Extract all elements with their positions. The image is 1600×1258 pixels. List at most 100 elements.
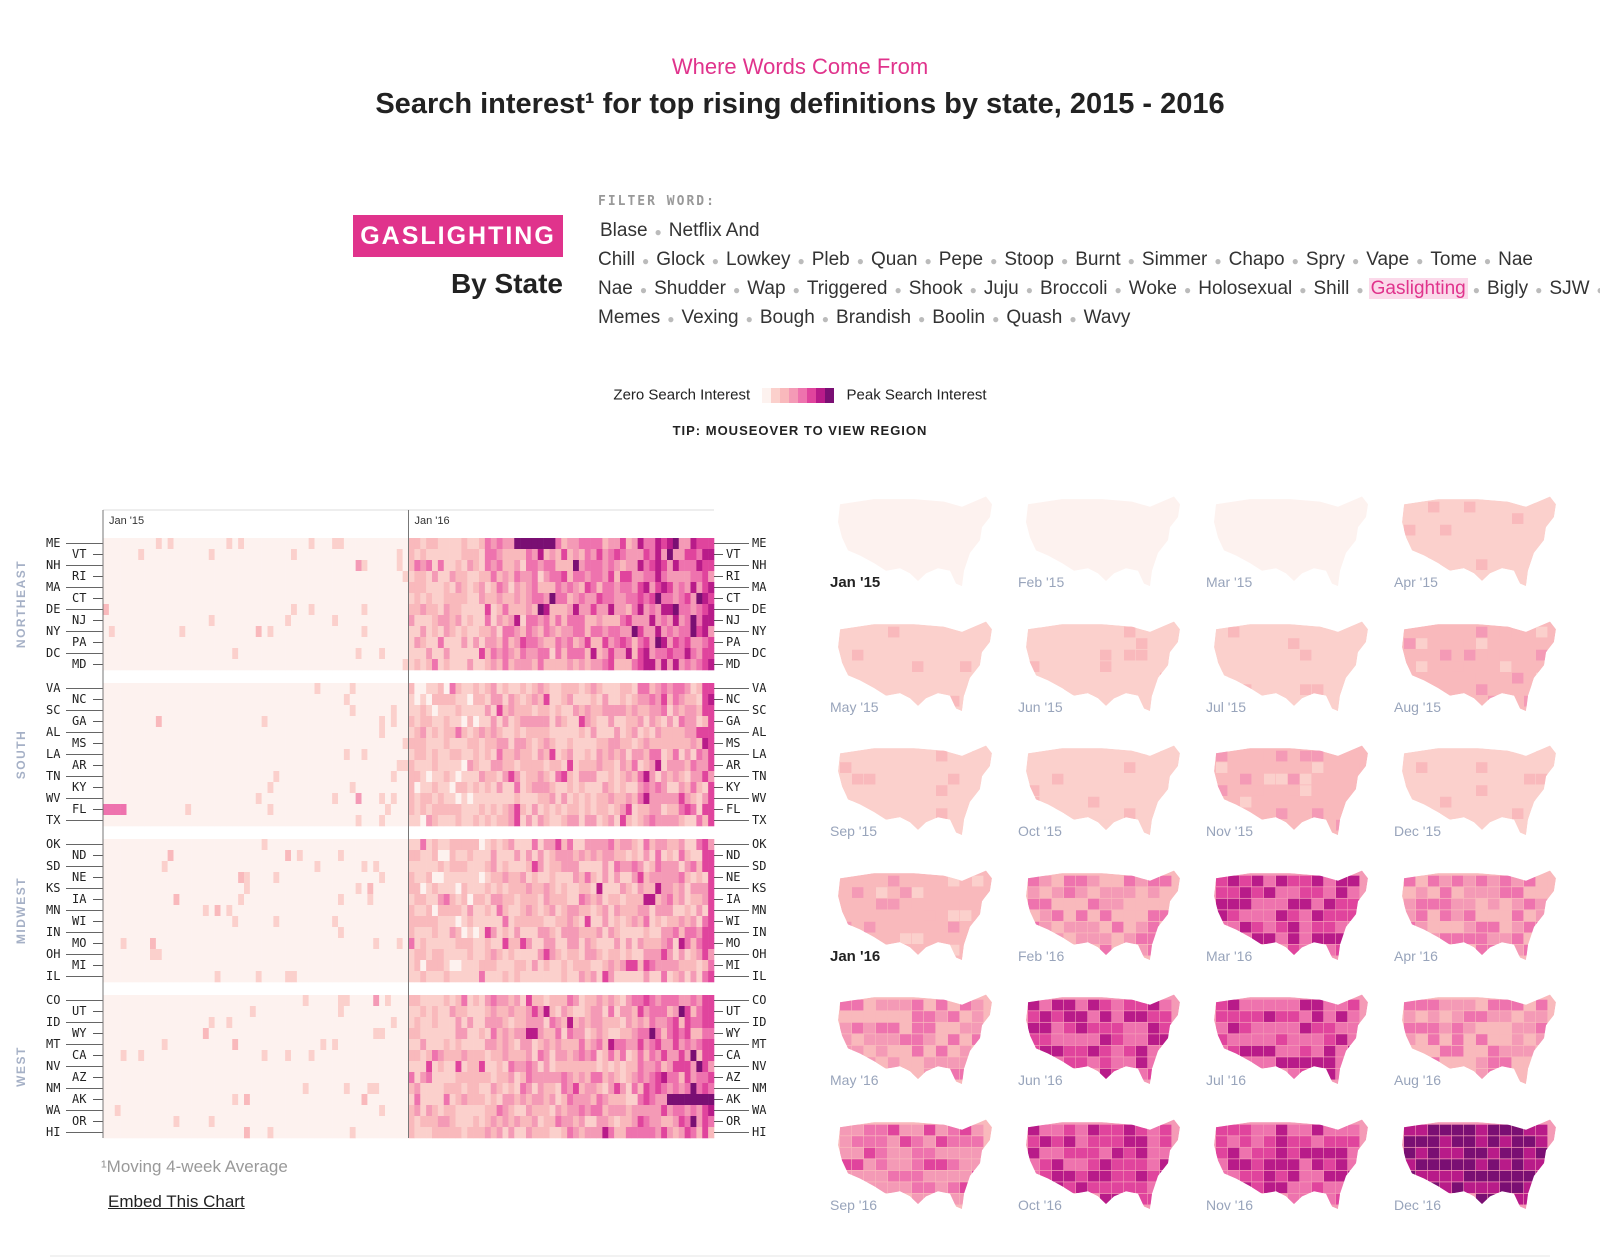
heat-cell[interactable] — [296, 648, 304, 660]
heat-cell[interactable] — [537, 839, 544, 851]
heat-cell[interactable] — [326, 659, 333, 671]
heat-cell[interactable] — [343, 839, 351, 851]
heat-cell[interactable] — [155, 538, 163, 550]
heat-cell[interactable] — [408, 804, 415, 816]
heat-cell[interactable] — [103, 771, 110, 783]
heat-cell[interactable] — [520, 1061, 527, 1073]
heat-cell[interactable] — [661, 538, 668, 550]
heat-cell[interactable] — [296, 1006, 304, 1018]
heat-cell[interactable] — [302, 771, 309, 783]
heat-cell[interactable] — [672, 938, 680, 950]
heat-cell[interactable] — [414, 571, 421, 583]
heat-cell[interactable] — [373, 960, 380, 972]
heat-cell[interactable] — [649, 560, 656, 572]
heat-cell[interactable] — [361, 1017, 368, 1029]
heat-cell[interactable] — [132, 1017, 139, 1029]
heat-cell[interactable] — [573, 615, 580, 627]
heat-cell[interactable] — [197, 894, 204, 906]
heat-cell[interactable] — [408, 793, 415, 805]
heat-cell[interactable] — [408, 1061, 415, 1073]
heat-cell[interactable] — [432, 916, 439, 928]
heat-cell[interactable] — [232, 593, 239, 605]
heat-cell[interactable] — [543, 872, 550, 884]
heat-cell[interactable] — [620, 815, 627, 827]
heat-cell[interactable] — [185, 560, 192, 572]
heat-cell[interactable] — [138, 1061, 145, 1073]
heat-cell[interactable] — [202, 760, 210, 772]
heat-cell[interactable] — [238, 960, 245, 972]
heat-cell[interactable] — [637, 1028, 644, 1040]
heat-cell[interactable] — [373, 949, 380, 961]
heat-cell[interactable] — [349, 738, 356, 750]
heat-cell[interactable] — [214, 694, 221, 706]
heat-cell[interactable] — [314, 749, 321, 761]
heat-cell[interactable] — [614, 960, 621, 972]
heat-cell[interactable] — [103, 760, 110, 772]
heat-cell[interactable] — [590, 949, 597, 961]
heat-cell[interactable] — [202, 593, 210, 605]
heat-cell[interactable] — [537, 716, 544, 728]
heat-cell[interactable] — [584, 683, 591, 695]
heat-cell[interactable] — [408, 839, 415, 851]
heat-cell[interactable] — [461, 582, 468, 594]
heat-cell[interactable] — [285, 694, 292, 706]
heat-cell[interactable] — [661, 560, 668, 572]
heat-cell[interactable] — [661, 1017, 668, 1029]
heat-cell[interactable] — [349, 861, 356, 873]
heat-cell[interactable] — [496, 995, 503, 1007]
heat-cell[interactable] — [302, 782, 309, 794]
heat-cell[interactable] — [608, 872, 615, 884]
heat-cell[interactable] — [549, 549, 556, 561]
heat-cell[interactable] — [349, 749, 356, 761]
heat-cell[interactable] — [684, 771, 691, 783]
filter-word[interactable]: Gaslighting — [1368, 278, 1468, 299]
heat-cell[interactable] — [426, 604, 433, 616]
heat-cell[interactable] — [279, 949, 286, 961]
heat-cell[interactable] — [114, 560, 121, 572]
heat-cell[interactable] — [625, 571, 633, 583]
heat-cell[interactable] — [191, 683, 198, 695]
heat-cell[interactable] — [220, 648, 227, 660]
heat-cell[interactable] — [561, 705, 568, 717]
heat-cell[interactable] — [314, 1006, 321, 1018]
heat-cell[interactable] — [655, 839, 662, 851]
heat-cell[interactable] — [167, 648, 174, 660]
heat-cell[interactable] — [414, 1006, 421, 1018]
heat-cell[interactable] — [625, 1028, 633, 1040]
heat-cell[interactable] — [103, 1061, 110, 1073]
heat-cell[interactable] — [214, 716, 221, 728]
heat-cell[interactable] — [155, 626, 163, 638]
filter-word[interactable]: Vape — [1366, 249, 1410, 270]
heat-cell[interactable] — [484, 637, 492, 649]
heat-cell[interactable] — [578, 705, 586, 717]
heat-cell[interactable] — [167, 659, 174, 671]
heat-cell[interactable] — [631, 927, 638, 939]
heat-cell[interactable] — [285, 637, 292, 649]
heat-cell[interactable] — [590, 694, 597, 706]
heat-cell[interactable] — [302, 839, 309, 851]
heat-cell[interactable] — [584, 1050, 591, 1062]
heat-cell[interactable] — [502, 560, 509, 572]
heat-cell[interactable] — [232, 771, 239, 783]
heat-cell[interactable] — [408, 560, 415, 572]
heat-cell[interactable] — [120, 760, 127, 772]
heat-cell[interactable] — [279, 995, 286, 1007]
heat-cell[interactable] — [590, 705, 597, 717]
heat-cell[interactable] — [484, 648, 492, 660]
heat-cell[interactable] — [197, 771, 204, 783]
heat-cell[interactable] — [678, 571, 685, 583]
heat-cell[interactable] — [120, 804, 127, 816]
heat-cell[interactable] — [150, 949, 157, 961]
heat-cell[interactable] — [367, 683, 374, 695]
heat-cell[interactable] — [238, 793, 245, 805]
heat-cell[interactable] — [126, 905, 133, 917]
heat-cell[interactable] — [620, 637, 627, 649]
heat-cell[interactable] — [173, 1006, 180, 1018]
heat-cell[interactable] — [655, 1028, 662, 1040]
heat-cell[interactable] — [220, 593, 227, 605]
heat-cell[interactable] — [625, 738, 633, 750]
heat-cell[interactable] — [443, 839, 450, 851]
heat-cell[interactable] — [684, 916, 691, 928]
heat-cell[interactable] — [467, 861, 474, 873]
heat-cell[interactable] — [396, 538, 403, 550]
